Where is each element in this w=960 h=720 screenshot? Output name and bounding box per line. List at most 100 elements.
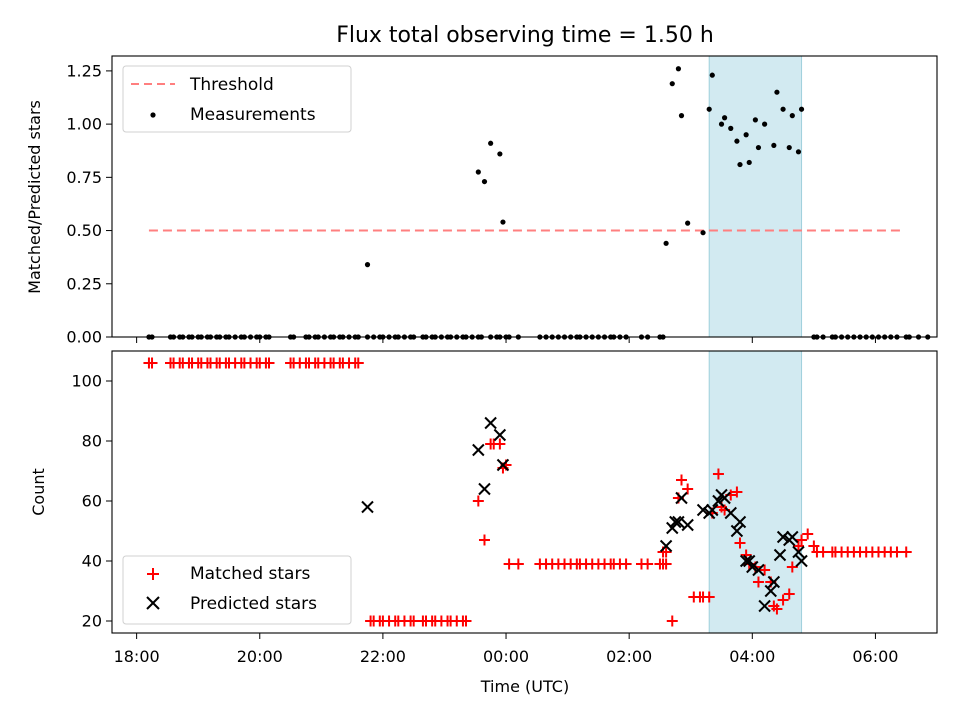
predicted-star-point <box>795 554 808 568</box>
top-highlight-span <box>708 55 803 338</box>
predicted-star-point <box>792 545 805 559</box>
top-legend: Threshold Measurements <box>122 65 352 133</box>
y-tick-label: 0.50 <box>66 221 102 240</box>
predicted-star-point <box>361 500 374 514</box>
measurement-point <box>685 220 691 226</box>
matched-star-point <box>786 561 798 573</box>
matched-star-point <box>146 357 158 369</box>
x-tick-label: 04:00 <box>729 647 775 666</box>
matched-star-point <box>666 615 678 627</box>
matched-star-point <box>642 558 654 570</box>
measurement-point <box>669 81 675 87</box>
top-panel: 0.00 0.25 0.50 0.75 1.00 1.25 Matched/Predict… <box>25 55 938 347</box>
matched-star-point <box>703 591 715 603</box>
top-y-ticks: 0.00 0.25 0.50 0.75 1.00 1.25 <box>66 61 112 347</box>
bottom-y-ticks: 20 40 60 80 100 <box>71 372 112 631</box>
matched-star-point <box>777 594 789 606</box>
measurement-point <box>481 178 488 185</box>
matched-star-point <box>263 357 275 369</box>
predicted-star-point <box>472 443 485 457</box>
matched-star-point <box>802 528 814 540</box>
measurement-point <box>718 121 725 127</box>
predicted-star-point <box>696 503 710 517</box>
measurement-point <box>771 142 777 149</box>
chart-title: Flux total observing time = 1.50 h <box>336 23 714 48</box>
legend-matched-label: Matched stars <box>190 564 310 584</box>
matched-star-point <box>503 558 515 570</box>
x-tick-label: 00:00 <box>483 647 529 666</box>
matched-star-point <box>712 468 724 480</box>
matched-star-point <box>792 540 804 552</box>
predicted-star-point <box>718 491 731 505</box>
measurement-point <box>500 219 506 225</box>
measurement-point <box>675 66 682 72</box>
matched-star-point <box>660 546 672 558</box>
matched-star-point <box>817 546 829 558</box>
matched-star-point <box>472 495 484 507</box>
y-tick-label: 0.75 <box>66 168 102 187</box>
measurement-point <box>663 240 669 246</box>
measurement-point <box>752 117 758 123</box>
top-ylabel: Matched/Predicted stars <box>25 100 44 294</box>
measurement-point <box>475 169 481 175</box>
matched-star-point <box>512 558 524 570</box>
measurement-point <box>762 121 768 127</box>
measurement-point <box>700 230 706 236</box>
matched-star-point <box>783 588 795 600</box>
predicted-star-point <box>496 458 510 472</box>
bottom-highlight-span <box>708 350 803 634</box>
measurement-point <box>795 149 802 155</box>
predicted-star-point <box>752 563 765 577</box>
legend-measurements-label: Measurements <box>190 105 316 125</box>
x-tick-label: 06:00 <box>852 647 898 666</box>
matched-star-point <box>460 615 472 627</box>
predicted-star-point <box>767 575 781 589</box>
top-axes-frame <box>111 55 938 338</box>
measurement-point <box>488 140 494 146</box>
matched-star-point <box>682 483 694 495</box>
predicted-star-point <box>659 539 673 553</box>
y-tick-label: 20 <box>82 612 102 631</box>
measurement-point <box>721 115 728 121</box>
y-tick-label: 60 <box>82 492 102 511</box>
legend-matched-swatch <box>147 568 159 580</box>
matched-star-point <box>752 576 764 588</box>
predicted-star-point <box>706 503 719 517</box>
measurement-point <box>746 159 752 166</box>
predicted-star-point <box>675 491 688 505</box>
matched-star-point <box>494 438 506 450</box>
y-tick-label: 40 <box>82 552 102 571</box>
x-axis-label: Time (UTC) <box>480 677 569 696</box>
bottom-x-ticks: 18:00 20:00 22:00 00:00 02:00 04:00 06:00 <box>114 633 898 666</box>
matched-star-point <box>771 603 783 615</box>
top-x-ticks <box>136 337 876 343</box>
predicted-star-point <box>478 482 491 496</box>
bottom-ylabel: Count <box>29 468 48 516</box>
measurement-point <box>728 125 734 131</box>
legend-predicted-label: Predicted stars <box>190 594 317 614</box>
measurement-point <box>678 113 685 119</box>
predicted-star-point <box>712 494 725 508</box>
measurement-point <box>774 89 780 95</box>
predicted-star-point <box>746 560 759 574</box>
matched-star-point <box>478 534 490 546</box>
bottom-legend-box <box>122 555 352 625</box>
bottom-panel: 20 40 60 80 100 18:00 20:00 22:00 00:00 02:00 04:… <box>29 350 938 696</box>
predicted-star-point <box>484 416 497 430</box>
x-tick-label: 22:00 <box>360 647 406 666</box>
predicted-star-point <box>758 599 771 613</box>
predicted-star-point <box>672 515 685 529</box>
y-tick-label: 0.25 <box>66 274 102 293</box>
measurement-point <box>743 132 749 138</box>
measurement-point <box>798 106 805 112</box>
predicted-star-point <box>786 530 799 544</box>
matched-star-point <box>620 558 632 570</box>
predicted-stars-series <box>361 416 808 613</box>
measurement-point <box>755 144 762 151</box>
x-tick-label: 20:00 <box>237 647 283 666</box>
measurement-point <box>364 262 371 268</box>
matched-star-point <box>891 546 903 558</box>
measurement-point <box>780 106 786 112</box>
matched-star-point <box>731 486 743 498</box>
